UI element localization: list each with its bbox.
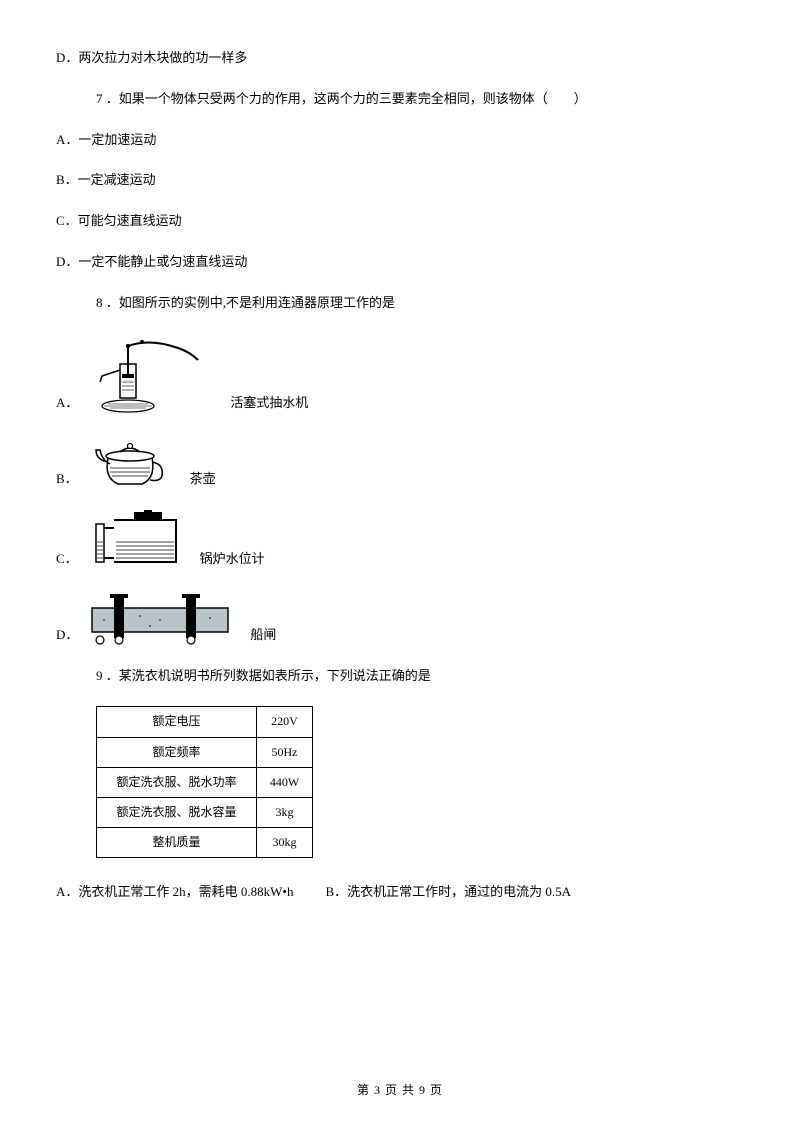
spec-value: 220V <box>257 707 313 737</box>
table-row: 额定频率 50Hz <box>97 737 313 767</box>
q9-option-a: A．洗衣机正常工作 2h，需耗电 0.88kW•h <box>56 882 293 903</box>
q9-stem: 9 ．某洗衣机说明书所列数据如表所示，下列说法正确的是 <box>56 666 744 687</box>
washer-spec-table: 额定电压 220V 额定频率 50Hz 额定洗衣服、脱水功率 440W 额定洗衣… <box>96 706 313 858</box>
q8-c-letter: C． <box>56 549 78 570</box>
spec-label: 额定洗衣服、脱水功率 <box>97 767 257 797</box>
q7-option-a: A．一定加速运动 <box>56 130 744 151</box>
q8-a-label: 活塞式抽水机 <box>230 393 308 414</box>
q8-b-letter: B． <box>56 469 78 490</box>
spec-label: 额定频率 <box>97 737 257 767</box>
q8-stem: 8 ．如图所示的实例中,不是利用连通器原理工作的是 <box>56 293 744 314</box>
q8-c-label: 锅炉水位计 <box>200 549 265 570</box>
q9-options-row: A．洗衣机正常工作 2h，需耗电 0.88kW•h B．洗衣机正常工作时，通过的… <box>56 882 744 903</box>
q8-a-letter: A． <box>56 393 78 414</box>
boiler-gauge-diagram <box>90 510 180 570</box>
spec-value: 440W <box>257 767 313 797</box>
ship-lock-diagram <box>90 590 230 646</box>
teapot-diagram <box>90 434 170 490</box>
q8-option-d: D． 船闸 <box>56 590 744 646</box>
q7-stem: 7 ．如果一个物体只受两个力的作用，这两个力的三要素完全相同，则该物体（ ） <box>56 89 744 110</box>
q7-option-b: B．一定减速运动 <box>56 170 744 191</box>
q7-option-c: C．可能匀速直线运动 <box>56 211 744 232</box>
page-footer: 第 3 页 共 9 页 <box>0 1081 800 1100</box>
spec-value: 30kg <box>257 828 313 858</box>
spec-label: 整机质量 <box>97 828 257 858</box>
spec-value: 50Hz <box>257 737 313 767</box>
q8-option-a: A． 活塞式抽水机 <box>56 334 744 414</box>
q9-option-b: B．洗衣机正常工作时，通过的电流为 0.5A <box>325 882 571 903</box>
table-row: 整机质量 30kg <box>97 828 313 858</box>
q8-option-c: C． 锅炉水位计 <box>56 510 744 570</box>
q8-d-letter: D． <box>56 625 78 646</box>
table-row: 额定洗衣服、脱水容量 3kg <box>97 797 313 827</box>
q6-option-d: D．两次拉力对木块做的功一样多 <box>56 48 744 69</box>
spec-label: 额定洗衣服、脱水容量 <box>97 797 257 827</box>
q8-b-label: 茶壶 <box>190 469 216 490</box>
table-row: 额定洗衣服、脱水功率 440W <box>97 767 313 797</box>
q8-option-b: B． 茶壶 <box>56 434 744 490</box>
q8-d-label: 船闸 <box>250 625 276 646</box>
spec-value: 3kg <box>257 797 313 827</box>
pump-diagram <box>90 334 210 414</box>
spec-label: 额定电压 <box>97 707 257 737</box>
q7-option-d: D．一定不能静止或匀速直线运动 <box>56 252 744 273</box>
table-row: 额定电压 220V <box>97 707 313 737</box>
